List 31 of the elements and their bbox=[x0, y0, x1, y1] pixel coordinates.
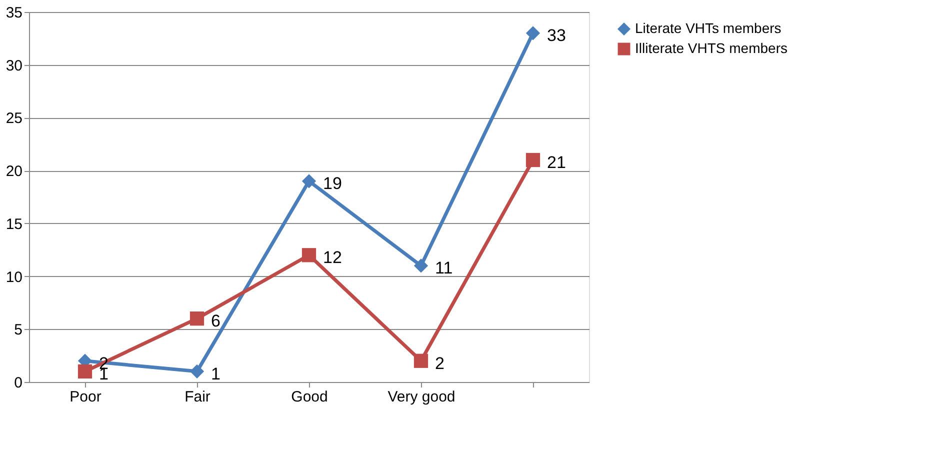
y-tick-label: 20 bbox=[6, 163, 22, 180]
point bbox=[526, 152, 540, 168]
point bbox=[414, 354, 428, 368]
legend-label: Literate VHTs members bbox=[635, 20, 782, 36]
x-tick-label: Fair bbox=[184, 388, 210, 406]
y-tick-label: 15 bbox=[6, 216, 22, 233]
data-label: 21 bbox=[547, 153, 566, 172]
x-tick-label: Good bbox=[291, 388, 328, 406]
point bbox=[190, 364, 204, 378]
data-label: 2 bbox=[435, 354, 444, 373]
y-tick-label: 10 bbox=[6, 268, 22, 286]
y-tick-label: 0 bbox=[14, 374, 22, 392]
point bbox=[190, 312, 204, 326]
data-label: 19 bbox=[323, 174, 342, 194]
legend-label: Illiterate VHTS members bbox=[635, 40, 788, 56]
data-label: 33 bbox=[547, 26, 566, 46]
data-label: 6 bbox=[211, 312, 220, 331]
x-tick-label: Very good bbox=[388, 388, 456, 406]
y-tick-label: 30 bbox=[6, 57, 22, 74]
x-tick-label: Poor bbox=[70, 388, 102, 406]
point bbox=[78, 364, 92, 378]
point bbox=[526, 26, 540, 40]
data-label: 1 bbox=[211, 364, 220, 384]
data-label: 12 bbox=[323, 248, 342, 268]
point bbox=[302, 248, 316, 262]
point bbox=[302, 174, 316, 188]
y-tick-label: 25 bbox=[6, 110, 22, 128]
y-tick-label: 35 bbox=[6, 4, 22, 22]
data-label: 11 bbox=[435, 258, 453, 278]
point bbox=[414, 258, 428, 273]
y-tick-label: 5 bbox=[14, 322, 22, 339]
